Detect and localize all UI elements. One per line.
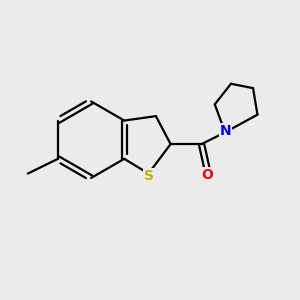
Text: N: N	[219, 124, 231, 138]
Text: S: S	[143, 169, 154, 183]
Text: O: O	[202, 168, 213, 182]
